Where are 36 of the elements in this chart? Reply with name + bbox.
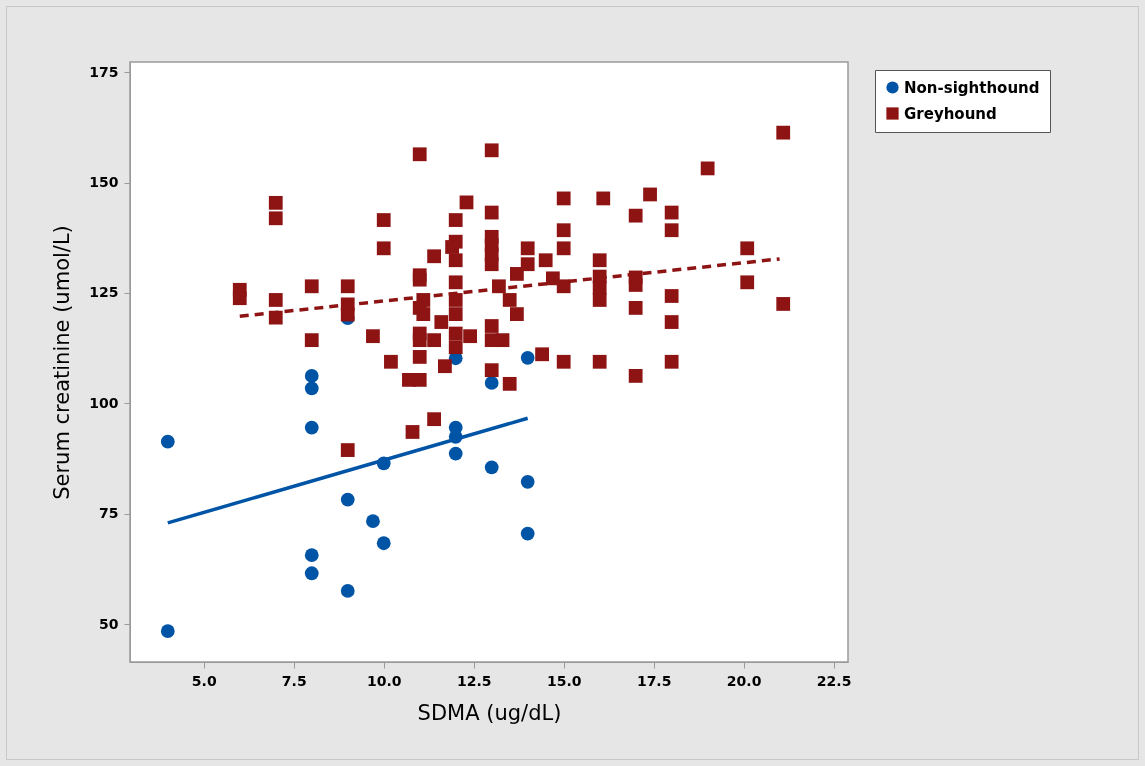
x-axis-title: SDMA (ug/dL) — [417, 700, 562, 725]
point — [376, 456, 391, 471]
y-tick-label: 175 — [89, 63, 119, 80]
x-tick-label: 20.0 — [726, 672, 762, 689]
point — [448, 446, 463, 461]
point — [520, 350, 535, 365]
point — [304, 420, 319, 435]
point — [304, 566, 319, 581]
y-axis-title: Serum creatinine (umol/L) — [50, 225, 75, 500]
y-tick-label: 150 — [89, 174, 119, 191]
point — [340, 492, 355, 507]
x-tick-label: 22.5 — [816, 672, 852, 689]
point — [484, 376, 499, 390]
legend-label: Non-sighthound — [904, 78, 1040, 97]
x-tick-label: 7.5 — [281, 672, 307, 689]
point — [304, 369, 319, 383]
point — [484, 460, 499, 475]
point — [520, 474, 535, 489]
x-tick-label: 17.5 — [636, 672, 672, 689]
point — [160, 434, 175, 449]
legend-label: Greyhound — [904, 104, 997, 123]
point — [520, 526, 535, 541]
x-tick-label: 12.5 — [456, 672, 492, 689]
x-tick-label: 5.0 — [191, 672, 217, 689]
point — [376, 536, 391, 551]
y-tick-label: 75 — [99, 505, 119, 522]
y-tick-label: 100 — [89, 394, 119, 411]
y-tick-label: 50 — [99, 615, 119, 632]
x-tick-label: 10.0 — [366, 672, 402, 689]
point — [160, 624, 175, 638]
point — [366, 514, 380, 529]
point — [304, 548, 319, 563]
point — [304, 381, 319, 396]
point — [340, 584, 355, 598]
y-tick-label: 125 — [89, 284, 119, 301]
x-tick-label: 15.0 — [546, 672, 582, 689]
